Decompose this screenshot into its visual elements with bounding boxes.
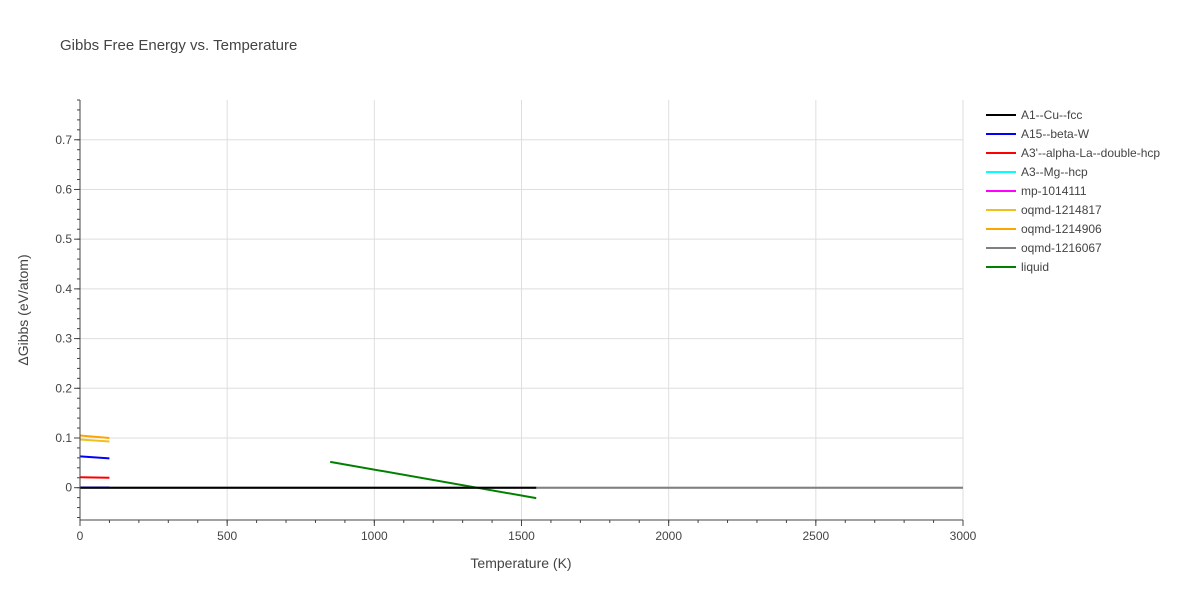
y-tick-label: 0.5 xyxy=(55,232,72,246)
series-line-oqmd-1214817 xyxy=(79,438,110,443)
chart-title: Gibbs Free Energy vs. Temperature xyxy=(60,37,297,54)
legend-label: A3'--alpha-La--double-hcp xyxy=(1021,146,1160,160)
y-tick-label: 0.4 xyxy=(55,282,72,296)
axes: 0 500 1000 1500 2000 2500 3000 0 0.1 0.2 0.3 0.4 0.5… xyxy=(55,99,977,543)
legend-label: oqmd-1216067 xyxy=(1021,241,1102,255)
y-tick-label: 0.3 xyxy=(55,332,72,346)
x-tick-label: 500 xyxy=(217,529,237,543)
legend-label: mp-1014111 xyxy=(1021,184,1087,198)
legend-label: oqmd-1214817 xyxy=(1021,203,1102,217)
x-axis-title: Temperature (K) xyxy=(470,555,571,571)
y-axis-title: ΔGibbs (eV/atom) xyxy=(15,254,31,365)
x-tick-label: 0 xyxy=(77,529,84,543)
plot-series xyxy=(79,434,963,500)
series-line-oqmd-1214906 xyxy=(79,434,110,439)
y-tick-label: 0.2 xyxy=(55,381,72,395)
legend: A1--Cu--fcc A15--beta-W A3'--alpha-La--dou… xyxy=(986,108,1160,274)
legend-label: A3--Mg--hcp xyxy=(1021,165,1088,179)
series-line-a15-beta-w xyxy=(79,455,110,460)
y-tick-label: 0 xyxy=(65,481,72,495)
grid-lines xyxy=(80,100,964,520)
y-tick-label: 0.6 xyxy=(55,182,72,196)
x-tick-label: 1500 xyxy=(508,529,535,543)
legend-label: A1--Cu--fcc xyxy=(1021,108,1082,122)
series-line-liquid xyxy=(330,460,537,500)
legend-label: liquid xyxy=(1021,260,1049,274)
x-tick-label: 1000 xyxy=(361,529,388,543)
x-tick-label: 2000 xyxy=(655,529,682,543)
legend-label: oqmd-1214906 xyxy=(1021,222,1102,236)
y-tick-label: 0.1 xyxy=(55,431,72,445)
y-tick-label: 0.7 xyxy=(55,133,72,147)
x-tick-label: 3000 xyxy=(950,529,977,543)
x-tick-label: 2500 xyxy=(802,529,829,543)
legend-label: A15--beta-W xyxy=(1021,127,1090,141)
